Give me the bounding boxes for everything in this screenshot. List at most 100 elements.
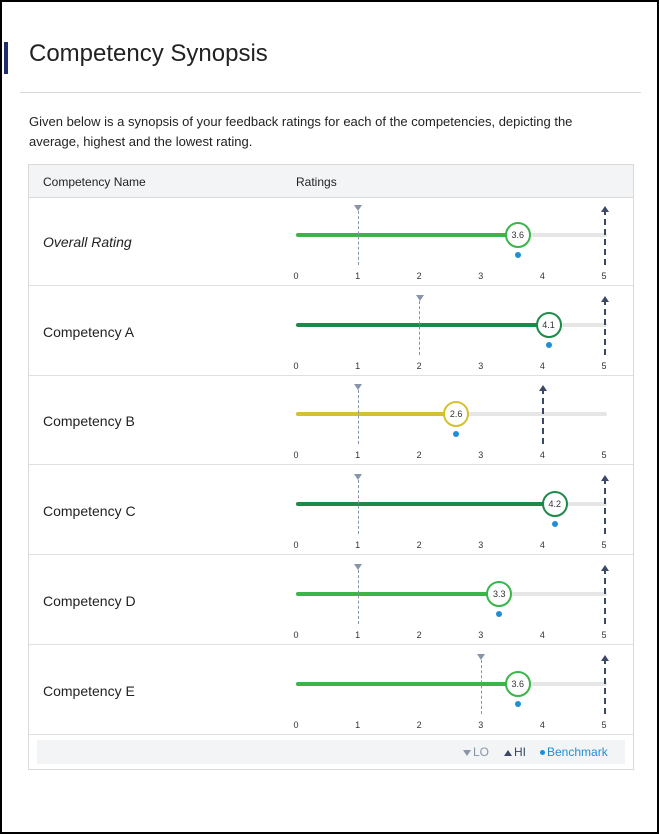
benchmark-dot: [551, 521, 558, 528]
average-rating-badge: 3.3: [486, 580, 513, 607]
scale-tick-label: 5: [601, 719, 607, 730]
scale-tick-label: 4: [539, 271, 545, 281]
competency-name: Overall Rating: [43, 234, 132, 250]
lo-marker-icon: [415, 294, 424, 301]
rating-scale: 3.6 0 1 2 3 4 5: [293, 646, 624, 735]
scale-tick-label: 2: [416, 629, 422, 640]
competency-name: Competency B: [43, 413, 135, 430]
hi-line: [604, 567, 606, 624]
lo-marker-icon: [354, 384, 363, 391]
scale-tick-label: 2: [416, 719, 422, 730]
table-row: Overall Rating 3.6 0 1 2 3 4 5: [29, 197, 633, 286]
rating-scale: 4.2 0 1 2 3 4 5: [293, 466, 624, 555]
benchmark-dot: [453, 431, 460, 438]
scale-tick-label: 0: [293, 450, 299, 461]
average-rating-badge: 4.2: [541, 491, 568, 518]
scale-tick-label: 5: [601, 271, 607, 281]
legend-hi-label: HI: [514, 745, 526, 759]
average-rating-bar: [296, 681, 518, 686]
hi-marker-icon: [539, 385, 548, 392]
table-row: Competency E 3.6 0 1 2 3 4 5: [29, 646, 633, 735]
benchmark-dot: [545, 341, 552, 348]
lo-line: [357, 569, 359, 624]
average-rating-bar: [296, 322, 549, 327]
legend-lo: LO: [463, 745, 489, 759]
benchmark-dot: [514, 700, 521, 707]
rating-scale: 3.6 0 1 2 3 4 5: [293, 197, 624, 286]
title-divider: [20, 92, 641, 93]
scale-tick-label: 4: [539, 450, 545, 461]
average-rating-bar: [296, 412, 457, 417]
competency-name: Competency C: [43, 503, 136, 520]
hi-triangle-icon: [504, 749, 512, 756]
scale-tick-label: 1: [355, 450, 361, 461]
legend-hi: HI: [504, 745, 526, 759]
competency-name: Competency A: [43, 323, 135, 340]
hi-line: [604, 478, 606, 535]
scale-tick-label: 3: [478, 360, 484, 371]
scale-tick-label: 2: [416, 360, 422, 371]
rating-scale: 3.3 0 1 2 3 4 5: [293, 556, 624, 645]
hi-line: [604, 657, 606, 714]
page-description: Given below is a synopsis of your feedba…: [29, 114, 573, 149]
lo-marker-icon: [354, 563, 363, 570]
scale-tick-label: 4: [539, 540, 545, 551]
table-row: Competency A 4.1 0 1 2 3 4 5: [29, 287, 633, 376]
scale-tick-label: 2: [416, 271, 422, 281]
hi-marker-icon: [601, 564, 609, 571]
benchmark-dot-icon: [540, 750, 545, 756]
hi-marker-icon: [601, 654, 609, 661]
lo-line: [419, 300, 421, 355]
benchmark-dot: [496, 610, 503, 617]
header-ratings: Ratings: [296, 175, 337, 189]
scale-tick-label: 0: [293, 719, 299, 730]
average-rating-badge: 3.6: [504, 222, 531, 248]
scale-tick-label: 0: [293, 360, 299, 371]
legend: LO HI Benchmark: [37, 740, 625, 764]
average-rating-badge: 2.6: [443, 401, 470, 428]
competency-name: Competency D: [43, 592, 136, 609]
lo-marker-icon: [354, 474, 363, 481]
lo-line: [357, 390, 359, 445]
scale-tick-label: 2: [416, 450, 422, 461]
scale-tick-label: 0: [293, 271, 299, 281]
scale-tick-label: 3: [478, 719, 484, 730]
lo-line: [357, 211, 359, 265]
average-rating-badge: 4.1: [535, 311, 562, 338]
scale-tick-label: 3: [478, 271, 484, 281]
scale-tick-label: 1: [355, 719, 361, 730]
scale-tick-label: 3: [478, 629, 484, 640]
scale-tick-label: 1: [355, 360, 361, 371]
page-title: Competency Synopsis: [29, 40, 268, 67]
scale-tick-label: 1: [355, 540, 361, 551]
scale-tick-label: 0: [293, 629, 299, 640]
hi-line: [604, 209, 606, 265]
scale-tick-label: 1: [355, 629, 361, 640]
scale-tick-label: 1: [355, 271, 361, 281]
scale-tick-label: 3: [478, 450, 484, 461]
table-row: Competency D 3.3 0 1 2 3 4 5: [29, 556, 633, 645]
average-rating-badge: 3.6: [504, 670, 531, 697]
scale-tick-label: 5: [601, 540, 607, 551]
hi-marker-icon: [601, 295, 609, 302]
rating-scale: 4.1 0 1 2 3 4 5: [293, 287, 624, 376]
title-accent-bar: [4, 42, 8, 74]
hi-line: [542, 388, 545, 445]
competency-table: Competency Name Ratings Overall Rating 3.…: [28, 164, 634, 770]
lo-line: [480, 659, 482, 714]
competency-name: Competency E: [43, 682, 135, 699]
scale-tick-label: 4: [539, 629, 545, 640]
hi-marker-icon: [601, 206, 609, 212]
scale-tick-label: 5: [601, 450, 607, 461]
hi-marker-icon: [601, 475, 609, 482]
scale-tick-label: 4: [539, 360, 545, 371]
scale-tick-label: 5: [601, 360, 607, 371]
scale-tick-label: 3: [478, 540, 484, 551]
header-competency-name: Competency Name: [43, 175, 146, 189]
average-rating-bar: [296, 502, 555, 507]
scale-tick-label: 5: [601, 629, 607, 640]
table-header: Competency Name Ratings: [29, 165, 633, 198]
scale-tick-label: 4: [539, 719, 545, 730]
scale-tick-label: 2: [416, 540, 422, 551]
